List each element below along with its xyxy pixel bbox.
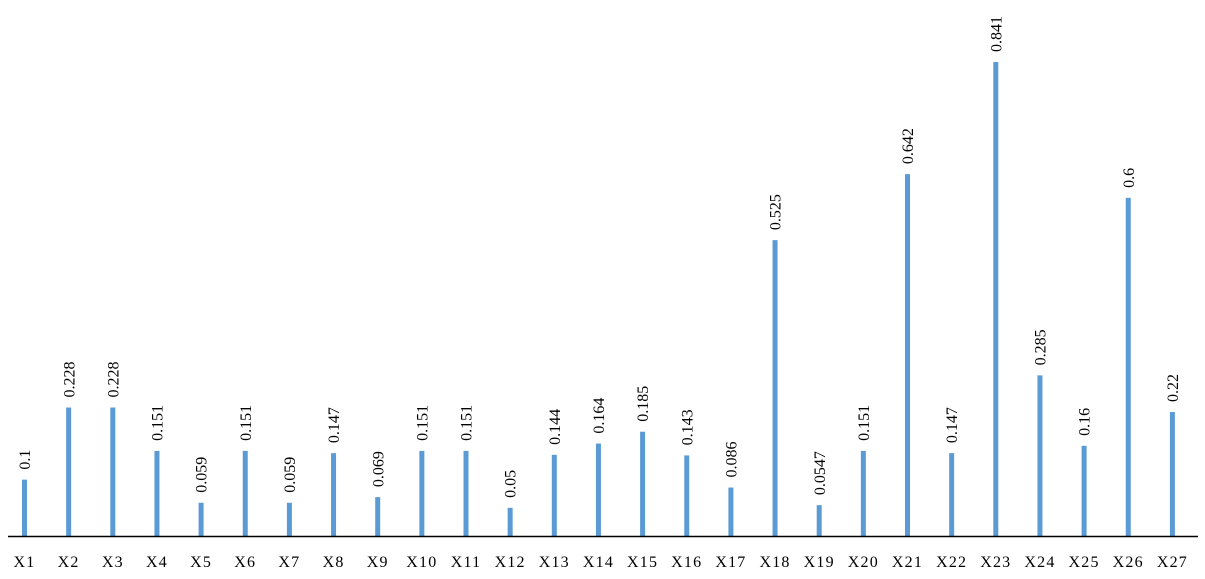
bar-X27	[1169, 412, 1175, 536]
data-label-X10: 0.151	[414, 405, 431, 441]
data-label-X23: 0.841	[988, 16, 1005, 52]
x-tick-label-X17: X17	[715, 554, 746, 571]
data-label-X6: 0.151	[238, 405, 255, 441]
bar-X24	[1037, 375, 1043, 536]
x-tick-label-X10: X10	[406, 554, 437, 571]
bar-X22	[949, 453, 955, 536]
bar-X23	[993, 62, 999, 536]
bar-X13	[551, 454, 557, 536]
x-tick-label-X1: X1	[14, 554, 36, 571]
x-tick-label-X23: X23	[980, 554, 1011, 571]
x-tick-label-X26: X26	[1113, 554, 1144, 571]
data-label-X5: 0.059	[194, 457, 211, 493]
x-tick-label-X25: X25	[1069, 554, 1100, 571]
x-tick-label-X22: X22	[936, 554, 967, 571]
data-label-X14: 0.164	[591, 398, 608, 434]
data-label-X24: 0.285	[1033, 329, 1050, 365]
bar-X18	[772, 240, 778, 536]
bar-X11	[463, 450, 469, 536]
data-label-X7: 0.059	[282, 457, 299, 493]
data-label-X25: 0.16	[1077, 408, 1094, 436]
bar-X10	[419, 450, 425, 536]
x-tick-label-X9: X9	[367, 554, 389, 571]
x-tick-label-X11: X11	[451, 554, 482, 571]
data-label-X27: 0.22	[1165, 374, 1182, 402]
data-label-X19: 0.0547	[812, 451, 829, 495]
bars-layer	[22, 62, 1175, 536]
bar-X15	[640, 431, 646, 536]
bar-X3	[110, 407, 116, 536]
data-label-X11: 0.151	[459, 405, 476, 441]
x-tick-label-X6: X6	[234, 554, 256, 571]
bar-X4	[154, 450, 160, 536]
bar-X6	[242, 450, 248, 536]
bar-X19	[816, 505, 822, 536]
bar-X9	[375, 497, 381, 536]
x-tick-label-X5: X5	[190, 554, 212, 571]
data-label-X9: 0.069	[370, 451, 387, 487]
bar-X1	[22, 479, 27, 536]
x-tick-labels-layer: X1 X2 X3 X4 X5 X6 X7 X8 X9 X10 X11 X12 X13 X14 X15 X16 X…	[14, 554, 1188, 571]
data-label-X21: 0.642	[900, 128, 917, 164]
x-tick-label-X8: X8	[323, 554, 345, 571]
data-label-X17: 0.086	[724, 442, 741, 478]
x-tick-label-X19: X19	[804, 554, 835, 571]
data-label-X16: 0.143	[679, 409, 696, 445]
x-tick-label-X15: X15	[627, 554, 658, 571]
bar-X7	[286, 502, 292, 536]
bar-X12	[507, 507, 513, 536]
data-label-X20: 0.151	[856, 405, 873, 441]
x-tick-label-X12: X12	[495, 554, 526, 571]
data-label-X15: 0.185	[635, 386, 652, 422]
data-labels-layer: 0.1 0.228 0.228 0.151 0.059 0.151 0.059 0.147 0.…	[17, 16, 1182, 498]
x-tick-label-X24: X24	[1024, 554, 1055, 571]
data-label-X26: 0.6	[1121, 168, 1138, 188]
x-tick-label-X2: X2	[58, 554, 80, 571]
x-tick-label-X3: X3	[102, 554, 124, 571]
x-tick-label-X14: X14	[583, 554, 614, 571]
bar-X26	[1125, 197, 1131, 536]
data-label-X3: 0.228	[105, 362, 122, 398]
data-label-X13: 0.144	[547, 409, 564, 445]
data-label-X2: 0.228	[61, 362, 78, 398]
x-tick-label-X20: X20	[848, 554, 879, 571]
data-label-X4: 0.151	[150, 405, 167, 441]
bar-X21	[905, 174, 910, 536]
data-label-X18: 0.525	[768, 194, 785, 230]
x-tick-label-X13: X13	[539, 554, 570, 571]
bar-X25	[1081, 445, 1087, 536]
data-label-X12: 0.05	[503, 470, 520, 498]
bar-X2	[66, 407, 72, 536]
bar-X20	[860, 450, 866, 536]
x-tick-label-X16: X16	[671, 554, 702, 571]
data-label-X22: 0.147	[944, 407, 961, 443]
bar-X8	[331, 453, 337, 536]
data-label-X8: 0.147	[326, 407, 343, 443]
bar-X14	[595, 443, 601, 536]
x-tick-label-X18: X18	[759, 554, 790, 571]
x-tick-label-X7: X7	[278, 554, 300, 571]
x-tick-label-X4: X4	[146, 554, 168, 571]
data-label-X1: 0.1	[17, 450, 34, 470]
x-tick-label-X21: X21	[892, 554, 923, 571]
bar-X17	[728, 487, 734, 536]
bar-X16	[684, 455, 690, 536]
x-tick-label-X27: X27	[1157, 554, 1188, 571]
bar-X5	[198, 502, 204, 536]
